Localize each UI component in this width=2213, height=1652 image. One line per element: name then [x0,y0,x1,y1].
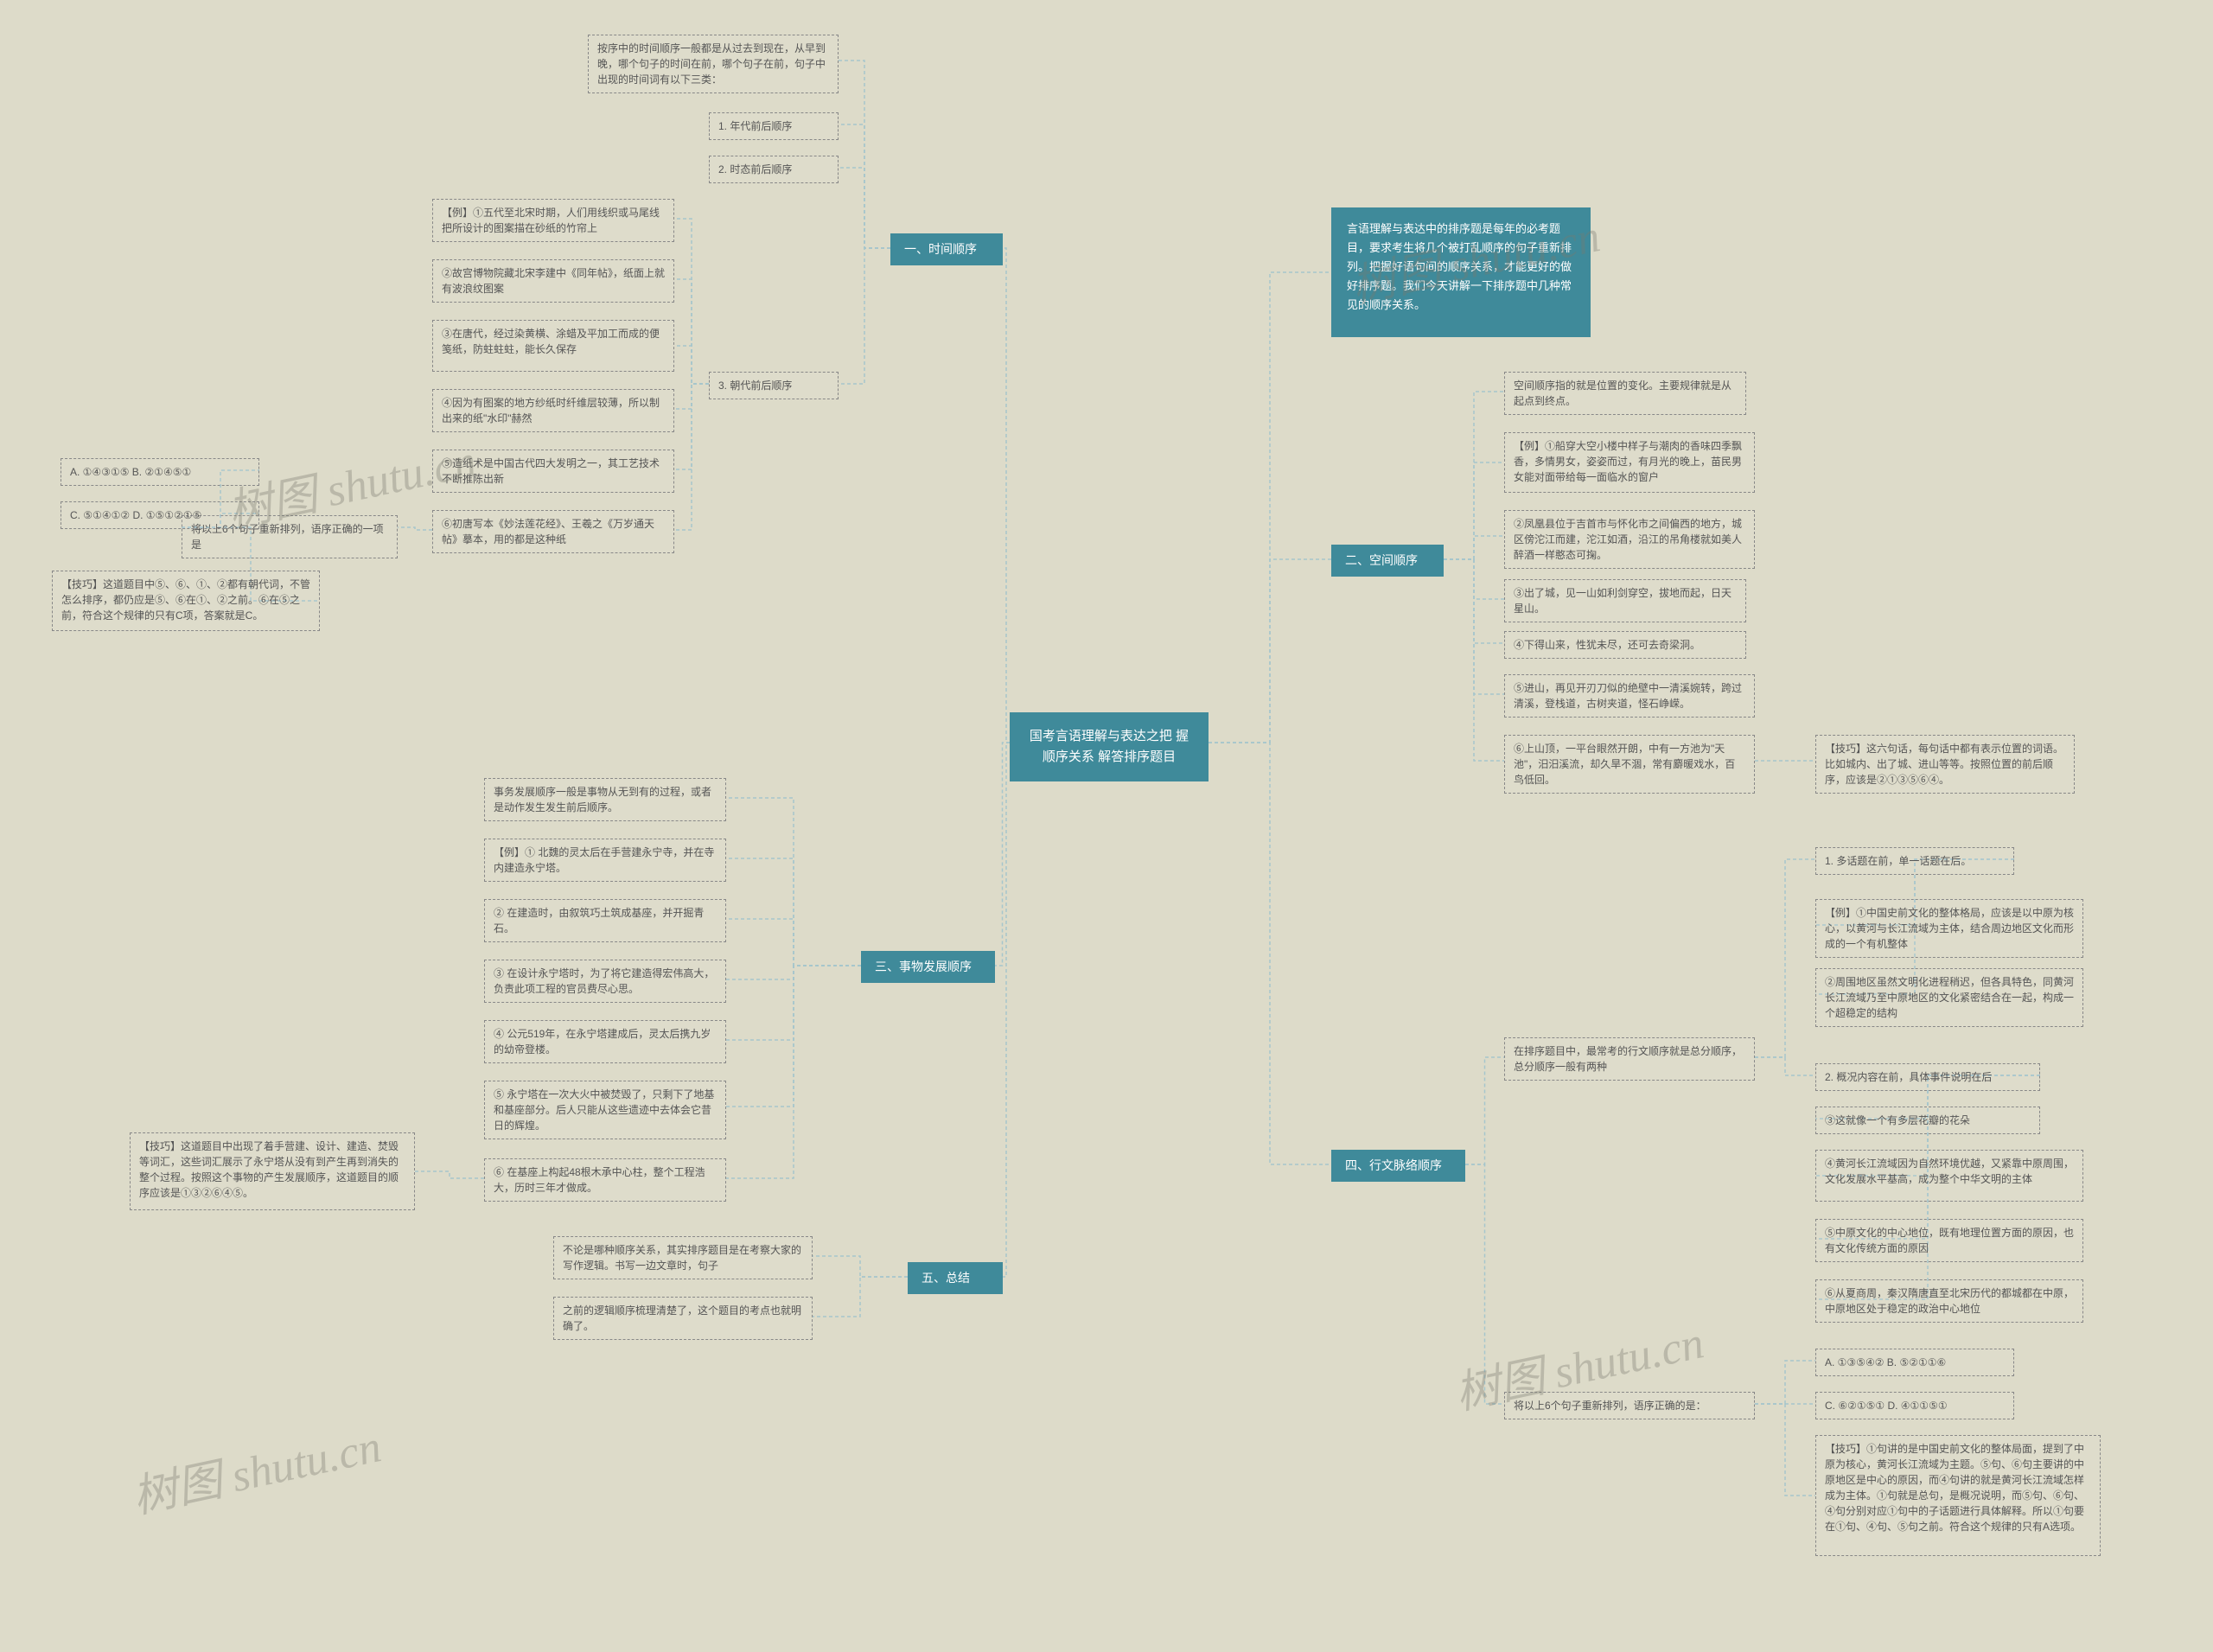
node-l1: 按序中的时间顺序一般都是从过去到现在，从早到晚，哪个句子的时间在前，哪个句子在前… [588,35,839,93]
edge [1444,462,1504,559]
edge [1444,536,1504,559]
node-l4: 3. 朝代前后顺序 [709,372,839,399]
node-b4: 四、行文脉络顺序 [1331,1150,1465,1182]
edge [839,168,890,248]
node-l8: ④因为有图案的地方纱纸时纤维层较薄，所以制出来的纸"水印"赫然 [432,389,674,432]
node-b5: 五、总结 [908,1262,1003,1294]
edge [674,279,709,384]
node-intro: 言语理解与表达中的排序题是每年的必考题目，要求考生将几个被打乱顺序的句子重新排列… [1331,207,1591,337]
node-l35: ⑤ 永宁塔在一次大火中被焚毁了，只剩下了地基和基座部分。后人只能从这些遗迹中去体… [484,1081,726,1139]
node-l23: ③出了城，见一山如利剑穿空，拔地而起，日天星山。 [1504,579,1746,622]
edge [995,743,1010,966]
node-l42: 2. 概况内容在前，具体事件说明在后 [1815,1063,2040,1091]
node-l44: ②周围地区虽然文明化进程稍迟，但各具特色，同黄河长江流域乃至中原地区的文化紧密结… [1815,968,2083,1027]
node-l12: A. ①④③①⑤ B. ②①④⑤① [61,458,259,486]
edge [415,1171,484,1178]
edge [1755,1404,1815,1496]
node-l61: 之前的逻辑顺序梳理清楚了，这个题目的考点也就明确了。 [553,1297,813,1340]
edge [813,1256,908,1277]
node-l14: 【技巧】这道题目中⑤、⑥、①、②都有朝代词，不管怎么排序，都仍应是⑤、⑥在①、②… [52,571,320,631]
node-l6: ②故宫博物院藏北宋李建中《同年帖》，纸面上就有波浪纹图案 [432,259,674,303]
edge [839,61,890,248]
node-l47: ⑤中原文化的中心地位，既有地理位置方面的原因，也有文化传统方面的原因 [1815,1219,2083,1262]
node-l49: 将以上6个句子重新排列，语序正确的是： [1504,1392,1755,1419]
node-l20: 空间顺序指的就是位置的变化。主要规律就是从起点到终点。 [1504,372,1746,415]
node-l24: ④下得山来，性犹未尽，还可去奇梁洞。 [1504,631,1746,659]
edge [726,966,861,1178]
edge [1755,1057,1815,1075]
node-l5: 【例】①五代至北宋时期，人们用线织或马尾线把所设计的图案描在砂纸的竹帘上 [432,199,674,242]
node-l31: 【例】① 北魏的灵太后在手营建永宁寺，并在寺内建造永宁塔。 [484,839,726,882]
node-l34: ④ 公元519年，在永宁塔建成后，灵太后携九岁的幼帝登楼。 [484,1020,726,1063]
edge [1444,559,1504,694]
node-l22: ②凤凰县位于吉首市与怀化市之间偏西的地方，城区傍沱江而建，沱江如酒，沿江的吊角楼… [1504,510,1755,569]
node-b2: 二、空间顺序 [1331,545,1444,577]
node-l27: 【技巧】这六句话，每句话中都有表示位置的词语。比如城内、出了城、进山等等。按照位… [1815,735,2075,794]
edge [1209,559,1331,743]
node-l32: ② 在建造时，由叙筑巧土筑成基座，并开掘青石。 [484,899,726,942]
node-l2: 1. 年代前后顺序 [709,112,839,140]
node-l48: ⑥从夏商周，秦汉隋唐直至北宋历代的都城都在中原，中原地区处于稳定的政治中心地位 [1815,1279,2083,1323]
node-l9: ⑤造纸术是中国古代四大发明之一，其工艺技术不断推陈出新 [432,450,674,493]
edge [1755,859,1815,1057]
edge [1465,1164,1504,1404]
node-l7: ③在唐代，经过染黄横、涂蜡及平加工而成的便笺纸，防蛀蛀蛀，能长久保存 [432,320,674,372]
node-l30: 事务发展顺序一般是事物从无到有的过程，或者是动作发生发生前后顺序。 [484,778,726,821]
edge [1755,1361,1815,1404]
edge [839,124,890,248]
edge [1209,272,1331,743]
edge [1444,392,1504,559]
node-l3: 2. 时态前后顺序 [709,156,839,183]
edge [726,966,861,1107]
node-l21: 【例】①船穿大空小楼中样子与潮肉的香味四季飘香，多情男女，姿姿而过，有月光的晚上… [1504,432,1755,493]
node-l43: 【例】①中国史前文化的整体格局，应该是以中原为核心，以黄河与长江流域为主体，结合… [1815,899,2083,958]
node-l51: C. ⑥②①⑤① D. ④①①⑤① [1815,1392,2014,1419]
edge [726,919,861,966]
edge [726,966,861,1040]
edge [1003,248,1010,743]
node-b3: 三、事物发展顺序 [861,951,995,983]
edge [726,858,861,966]
edge [839,248,890,384]
node-l50: A. ①③⑤④② B. ⑤②①①⑥ [1815,1349,2014,1376]
node-l46: ④黄河长江流域因为自然环境优越，又紧靠中原周围，文化发展水平基高，成为整个中华文… [1815,1150,2083,1202]
edge [1444,559,1504,761]
node-l37: 【技巧】这道题目中出现了着手营建、设计、建造、焚毁等词汇，这些词汇展示了永宁塔从… [130,1132,415,1210]
edge [674,384,709,409]
edge [1465,1057,1504,1164]
edge [726,798,861,966]
node-l26: ⑥上山顶，一平台眼然开朗，中有一方池为"天池"，汨汨溪流，却久旱不涸，常有麝暖戏… [1504,735,1755,794]
node-l60: 不论是哪种顺序关系，其实排序题目是在考察大家的写作逻辑。书写一边文章时，句子 [553,1236,813,1279]
edge [813,1277,908,1317]
edge [398,527,432,530]
edge [674,384,709,469]
edge [1444,559,1504,599]
node-l40: 在排序题目中，最常考的行文顺序就是总分顺序，总分顺序一般有两种 [1504,1037,1755,1081]
node-l36: ⑥ 在基座上构起48根木承中心柱，整个工程浩大，历时三年才做成。 [484,1158,726,1202]
edge [726,966,861,979]
edge [1444,559,1504,643]
node-l45: ③这就像一个有多层花瓣的花朵 [1815,1107,2040,1134]
node-l10: ⑥初唐写本《妙法莲花经》、王羲之《万岁通天帖》摹本，用的都是这种纸 [432,510,674,553]
edge [674,219,709,384]
node-l41: 1. 多话题在前，单一话题在后。 [1815,847,2014,875]
node-l52: 【技巧】①句讲的是中国史前文化的整体局面，提到了中原为核心，黄河长江流域为主题。… [1815,1435,2101,1556]
edge [674,346,709,384]
node-b1: 一、时间顺序 [890,233,1003,265]
watermark: 树图 shutu.cn [125,1409,386,1525]
node-l33: ③ 在设计永宁塔时，为了将它建造得宏伟高大，负责此项工程的官员费尽心思。 [484,960,726,1003]
node-root: 国考言语理解与表达之把 握顺序关系 解答排序题目 [1010,712,1209,781]
edge [1003,743,1010,1277]
node-l13: C. ⑤①④①② D. ①⑤①②①⑤ [61,501,259,529]
edge [1209,743,1331,1164]
edge [674,384,709,530]
node-l25: ⑤进山，再见开刃刀似的绝壁中一清溪婉转，跨过清溪，登栈道，古树夹道，怪石峥嵘。 [1504,674,1755,718]
